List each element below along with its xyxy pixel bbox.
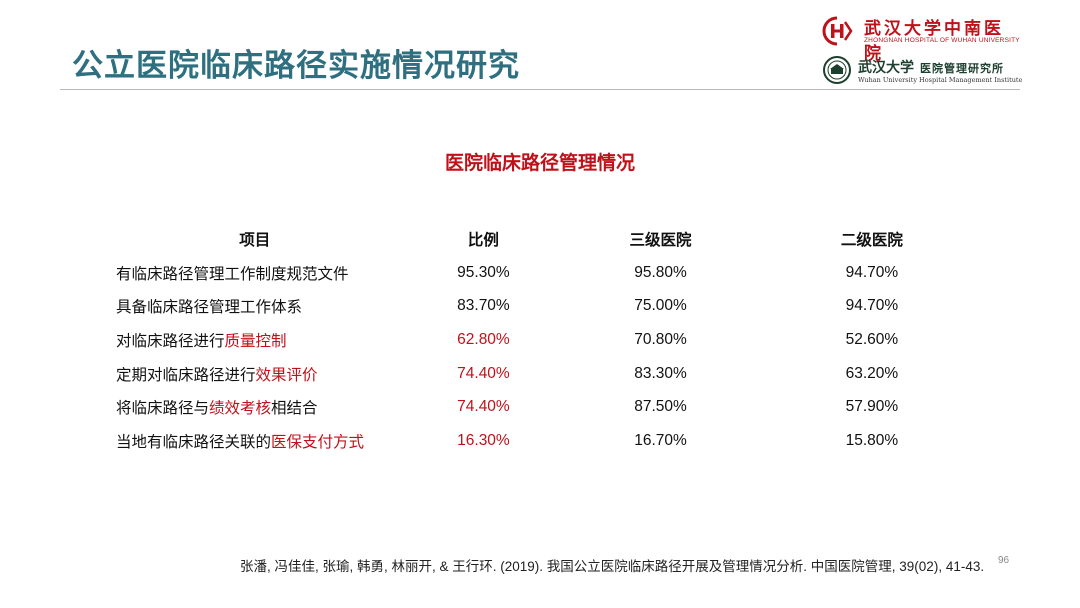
row-tier2: 52.60% — [845, 330, 899, 348]
table-header-row: 项目 比例 三级医院 二级医院 — [100, 222, 980, 256]
row-tier3: 70.80% — [634, 330, 687, 348]
row-tier2: 63.20% — [845, 364, 899, 382]
table-row: 对临床路径进行质量控制 62.80% 70.80% 52.60% — [100, 323, 980, 357]
institute-dept-cn: 医院管理研究所 — [920, 62, 1004, 75]
table-title: 医院临床路径管理情况 — [444, 153, 635, 174]
hospital-emblem-icon — [822, 16, 853, 46]
row-tier2: 94.70% — [845, 297, 899, 315]
university-name-cn: 武汉大学 — [858, 60, 914, 76]
item-text: 定期对临床路径进行 — [116, 366, 256, 384]
table-row: 定期对临床路径进行效果评价 74.40% 83.30% 63.20% — [100, 357, 980, 391]
row-tier3: 95.80% — [634, 263, 687, 281]
hospital-name-cn: 武汉大学中南医院 — [864, 19, 1004, 64]
university-seal-icon — [823, 56, 851, 84]
header-tier3: 三级医院 — [629, 232, 692, 249]
row-item: 定期对临床路径进行效果评价 — [100, 357, 410, 391]
row-tier2: 57.90% — [845, 398, 899, 416]
row-ratio: 62.80% — [457, 330, 510, 348]
item-highlight: 效果评价 — [255, 366, 318, 384]
table-row: 当地有临床路径关联的医保支付方式 16.30% 16.70% 15.80% — [100, 424, 980, 458]
institute-name-en: Wuhan University Hospital Management Ins… — [858, 76, 1023, 84]
row-tier2: 15.80% — [845, 431, 899, 449]
row-item: 有临床路径管理工作制度规范文件 — [100, 256, 410, 290]
item-text: 具备临床路径管理工作体系 — [116, 299, 303, 317]
header-tier2: 二级医院 — [840, 232, 903, 249]
row-ratio: 95.30% — [457, 263, 510, 281]
header-ratio: 比例 — [467, 232, 499, 249]
row-tier3: 83.30% — [634, 364, 687, 382]
item-suffix: 相结合 — [271, 400, 318, 418]
row-tier2: 94.70% — [845, 263, 899, 281]
citation: 张潘, 冯佳佳, 张瑜, 韩勇, 林丽开, & 王行环. (2019). 我国公… — [240, 559, 985, 574]
item-highlight: 质量控制 — [224, 332, 287, 350]
title-divider — [60, 89, 1020, 90]
institute-name-cn: 武汉大学 医院管理研究所 — [858, 57, 1004, 77]
hospital-name-en: ZHONGNAN HOSPITAL OF WUHAN UNIVERSITY — [864, 37, 1020, 44]
row-tier3: 16.70% — [634, 431, 687, 449]
hospital-logo: 武汉大学中南医院 ZHONGNAN HOSPITAL OF WUHAN UNIV… — [820, 14, 1020, 64]
item-highlight: 绩效考核 — [209, 400, 272, 418]
item-text: 将临床路径与 — [116, 400, 210, 418]
item-text: 有临床路径管理工作制度规范文件 — [116, 265, 349, 283]
item-highlight: 医保支付方式 — [271, 433, 365, 451]
header-item: 项目 — [239, 232, 271, 249]
row-tier3: 87.50% — [634, 398, 687, 416]
row-item: 对临床路径进行质量控制 — [100, 323, 410, 357]
clinical-pathway-table: 项目 比例 三级医院 二级医院 有临床路径管理工作制度规范文件 95.30% 9… — [100, 222, 980, 458]
row-ratio: 74.40% — [457, 364, 510, 382]
row-ratio: 16.30% — [457, 431, 510, 449]
row-item: 具备临床路径管理工作体系 — [100, 290, 410, 324]
institute-logo: 武汉大学 医院管理研究所 Wuhan University Hospital Ma… — [822, 54, 1022, 86]
slide-title: 公立医院临床路径实施情况研究 — [72, 48, 520, 83]
page-number: 96 — [998, 555, 1010, 566]
row-item: 当地有临床路径关联的医保支付方式 — [100, 424, 410, 458]
row-ratio: 74.40% — [457, 398, 510, 416]
row-ratio: 83.70% — [457, 297, 510, 315]
table-row: 将临床路径与绩效考核相结合 74.40% 87.50% 57.90% — [100, 390, 980, 424]
row-tier3: 75.00% — [634, 297, 687, 315]
table-row: 有临床路径管理工作制度规范文件 95.30% 95.80% 94.70% — [100, 256, 980, 290]
item-text: 对临床路径进行 — [116, 332, 225, 350]
row-item: 将临床路径与绩效考核相结合 — [100, 390, 410, 424]
table-row: 具备临床路径管理工作体系 83.70% 75.00% 94.70% — [100, 290, 980, 324]
item-text: 当地有临床路径关联的 — [116, 433, 272, 451]
